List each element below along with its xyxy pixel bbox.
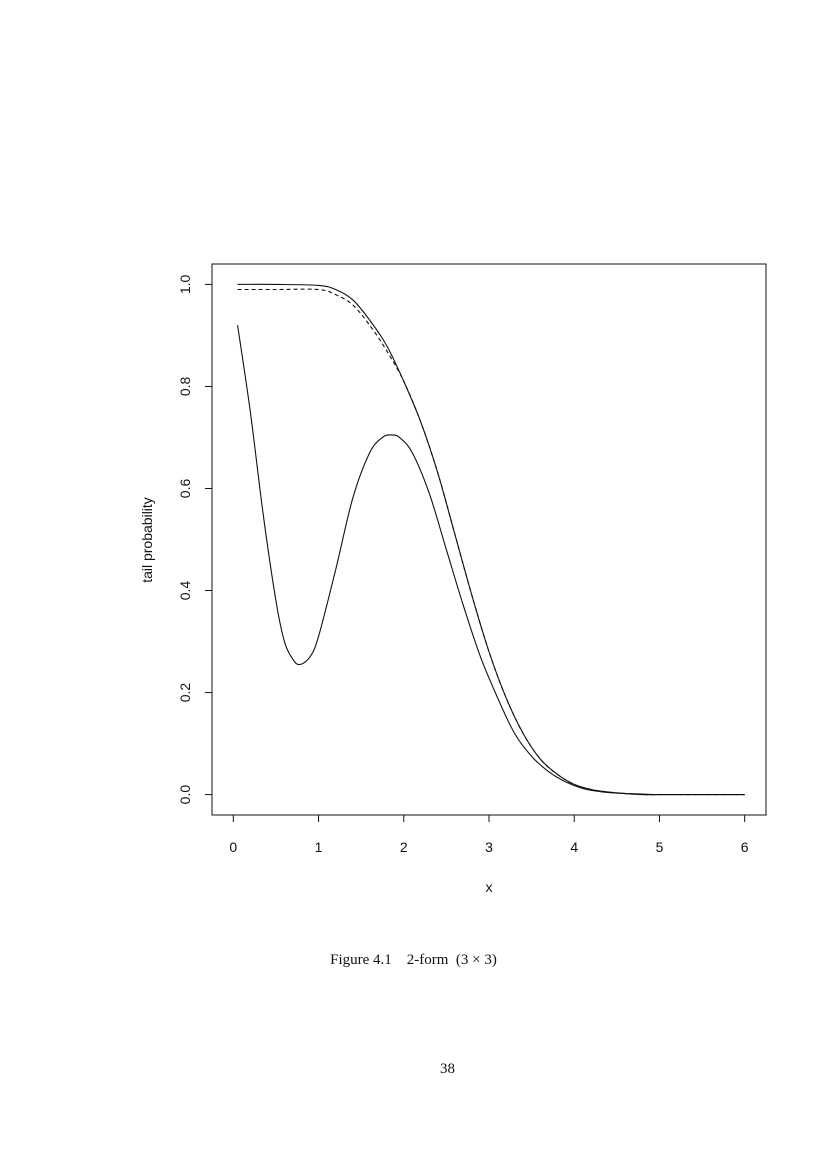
y-tick-label: 0.2 <box>177 683 193 703</box>
x-tick-label: 1 <box>315 839 323 855</box>
series-line-1 <box>237 283 745 796</box>
x-tick-label: 3 <box>485 839 493 855</box>
y-tick-label: 0.0 <box>177 785 193 805</box>
y-tick-label: 0.8 <box>177 377 193 397</box>
plot-frame <box>211 263 767 816</box>
figure-label: Figure 4.1 <box>330 952 392 968</box>
figure-caption: Figure 4.1 2-form (3 × 3) <box>0 952 827 969</box>
series-line-3 <box>237 325 745 796</box>
x-tick-label: 0 <box>229 839 237 855</box>
x-axis: 0 1 2 3 4 5 6 <box>229 814 749 855</box>
x-tick-label: 2 <box>400 839 408 855</box>
y-tick-label: 0.6 <box>177 479 193 499</box>
y-axis: 0.0 0.2 0.4 0.6 0.8 1.0 <box>177 274 213 805</box>
figure-caption-text: 2-form (3 × 3) <box>406 952 497 968</box>
y-tick-label: 0.4 <box>177 581 193 601</box>
series-group <box>237 283 745 796</box>
x-axis-title: x <box>486 879 493 895</box>
x-tick-label: 6 <box>741 839 749 855</box>
series-line-2 <box>237 288 745 796</box>
x-tick-label: 4 <box>570 839 578 855</box>
page-number: 38 <box>440 1061 455 1077</box>
y-tick-label: 1.0 <box>177 274 193 294</box>
y-axis-title: tail probability <box>139 497 155 583</box>
x-tick-label: 5 <box>656 839 664 855</box>
